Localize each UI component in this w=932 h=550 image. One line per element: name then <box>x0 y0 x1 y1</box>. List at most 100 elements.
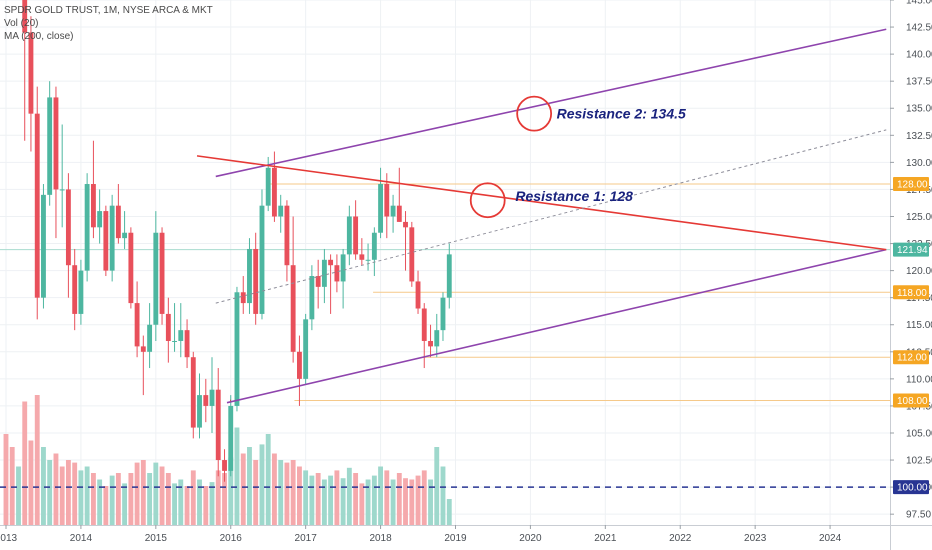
candle-body <box>78 270 84 314</box>
volume-bar <box>84 466 90 525</box>
trendlines <box>196 28 887 404</box>
annotations: Resistance 2: 134.5 Resistance 1: 128 <box>469 95 686 219</box>
candle-body <box>271 167 277 217</box>
candle-body <box>228 405 234 471</box>
candle-body <box>153 232 159 325</box>
candle-body <box>197 395 202 428</box>
candle-body <box>41 194 46 298</box>
candle-body <box>290 265 296 352</box>
volume-bar <box>203 486 209 525</box>
annotation-label: Resistance 2: 134.5 <box>557 106 686 122</box>
volume-bar <box>446 499 452 525</box>
candle-body <box>34 113 40 298</box>
candle-body <box>415 281 421 309</box>
volume-bar <box>321 479 327 525</box>
legend-volume[interactable]: Vol (20) <box>4 18 39 29</box>
time-tick-label: 2018 <box>369 533 392 544</box>
candle-body <box>97 211 103 228</box>
volume-bar <box>315 473 321 525</box>
candle-body <box>265 167 271 206</box>
volume-bar <box>222 473 227 525</box>
volume-bar <box>240 453 246 525</box>
candle-body <box>215 389 221 461</box>
candle-body <box>184 330 190 358</box>
candle-body <box>90 184 96 228</box>
volume-bar <box>346 467 352 525</box>
volume-bar <box>9 447 15 525</box>
time-tick-label: 2014 <box>70 533 93 544</box>
candle-body <box>334 265 340 282</box>
candle-body <box>359 254 365 260</box>
volume-bar <box>421 470 427 525</box>
candle-body <box>390 205 396 217</box>
candle-body <box>22 0 28 33</box>
volume-bar <box>340 478 346 525</box>
volume-bar <box>128 473 134 525</box>
candle-body <box>371 232 377 260</box>
candle-body <box>178 330 184 341</box>
candle-body <box>396 205 402 222</box>
volume-bar <box>197 479 202 525</box>
volume-bar <box>353 473 359 525</box>
candle-body <box>234 292 240 406</box>
candle-body <box>278 205 284 217</box>
volume-bar <box>259 444 265 525</box>
candle-body <box>378 184 384 233</box>
candle-body <box>84 184 90 271</box>
volume-bar <box>65 460 71 525</box>
price-tick-label: 142.50 <box>906 23 932 34</box>
candle-body <box>140 346 146 352</box>
candle-body <box>72 265 78 314</box>
candle-body <box>428 340 433 347</box>
volume-bar <box>359 483 365 525</box>
price-tick-label: 97.50 <box>906 510 931 521</box>
level-badge-label: 108.00 <box>897 396 928 407</box>
candle-body <box>309 276 315 320</box>
level-badge <box>893 242 929 257</box>
volume-bar <box>378 466 384 525</box>
time-tick-label: 2016 <box>220 533 243 544</box>
time-tick-label: 2020 <box>519 533 542 544</box>
candle-body <box>303 319 309 379</box>
volume-bar <box>434 447 440 525</box>
volume-bar <box>178 479 184 525</box>
price-tick-label: 105.00 <box>906 428 932 439</box>
volume-bar <box>247 447 252 525</box>
volume-bar <box>328 475 334 525</box>
volume-bar <box>115 473 121 525</box>
price-tick-label: 102.50 <box>906 456 932 467</box>
volume-bar <box>16 466 21 525</box>
volume-bar <box>215 470 221 525</box>
candle-body <box>297 351 302 379</box>
volume-bar <box>309 475 315 525</box>
horizontal-levels <box>0 183 890 488</box>
candle-body <box>328 259 334 266</box>
volume-bar <box>428 479 433 525</box>
candle-body <box>446 254 452 298</box>
price-tick-label: 145.00 <box>906 0 932 7</box>
trendline <box>226 248 887 404</box>
legend-symbol[interactable]: SPDR GOLD TRUST, 1M, NYSE ARCA & MKT <box>4 5 213 16</box>
volume-bar <box>41 447 46 525</box>
candle-body <box>353 216 359 255</box>
candle-body <box>59 189 65 191</box>
time-axis-bg <box>0 525 932 550</box>
candle-body <box>284 205 290 266</box>
candle-body <box>209 389 215 406</box>
price-tick-label: 135.00 <box>906 104 932 115</box>
volume-bar <box>253 460 259 525</box>
candle-body <box>115 205 121 239</box>
volume-bar <box>109 475 115 525</box>
volume-bar <box>190 470 196 525</box>
candle-body <box>222 460 227 471</box>
price-tick-label: 132.50 <box>906 131 932 142</box>
volume-bar <box>90 473 96 525</box>
volume-bar <box>284 462 290 525</box>
legend-ma[interactable]: MA (200, close) <box>4 31 74 42</box>
price-tick-label: 115.00 <box>906 320 932 331</box>
candle-body <box>165 313 171 341</box>
level-badge-label: 128.00 <box>897 180 928 191</box>
volume-bar <box>159 466 165 525</box>
